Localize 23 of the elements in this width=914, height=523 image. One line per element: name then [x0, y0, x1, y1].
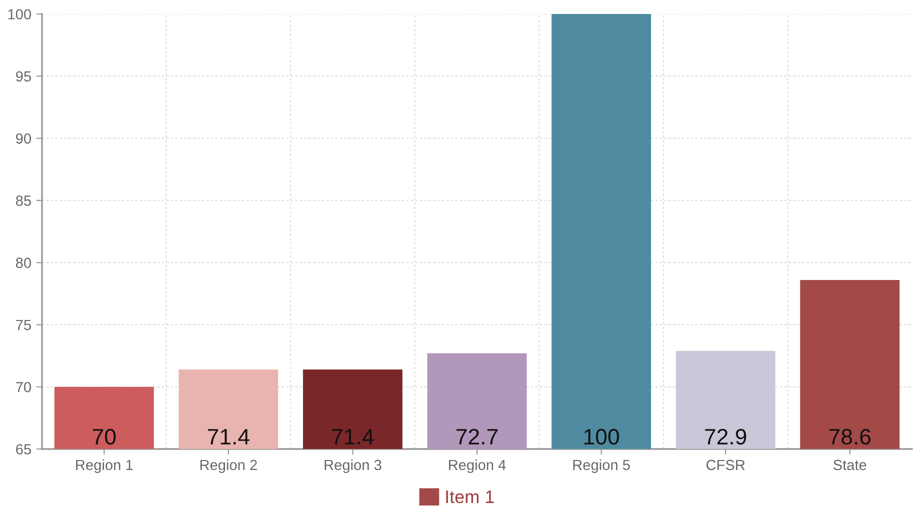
legend-label: Item 1 [446, 490, 494, 504]
y-tick-label: 95 [16, 71, 31, 82]
y-tick-label: 70 [16, 382, 32, 392]
data-label: 71.4 [332, 429, 374, 444]
y-tick-label: 90 [16, 133, 32, 144]
data-label: 78.6 [829, 428, 871, 445]
x-tick-label: State [833, 460, 866, 470]
x-tick-label: CFSR [706, 460, 745, 470]
data-label: 72.7 [456, 428, 498, 444]
y-tick-label: 100 [8, 9, 32, 20]
x-tick-label: Region 4 [449, 459, 506, 474]
y-tick-label: 75 [16, 320, 31, 330]
x-tick-label: Region 5 [573, 459, 630, 474]
x-tick-label: Region 2 [200, 459, 257, 474]
data-label: 72.9 [705, 428, 746, 445]
data-label: 71.4 [208, 429, 250, 444]
y-tick-label: 85 [16, 196, 31, 206]
x-tick-label: Region 3 [324, 459, 382, 474]
x-tick-label: Region 1 [76, 459, 133, 474]
data-label: 100 [584, 428, 619, 445]
y-tick-label: 65 [16, 444, 31, 454]
data-label: 70 [92, 428, 116, 445]
y-tick-label: 80 [16, 258, 32, 268]
